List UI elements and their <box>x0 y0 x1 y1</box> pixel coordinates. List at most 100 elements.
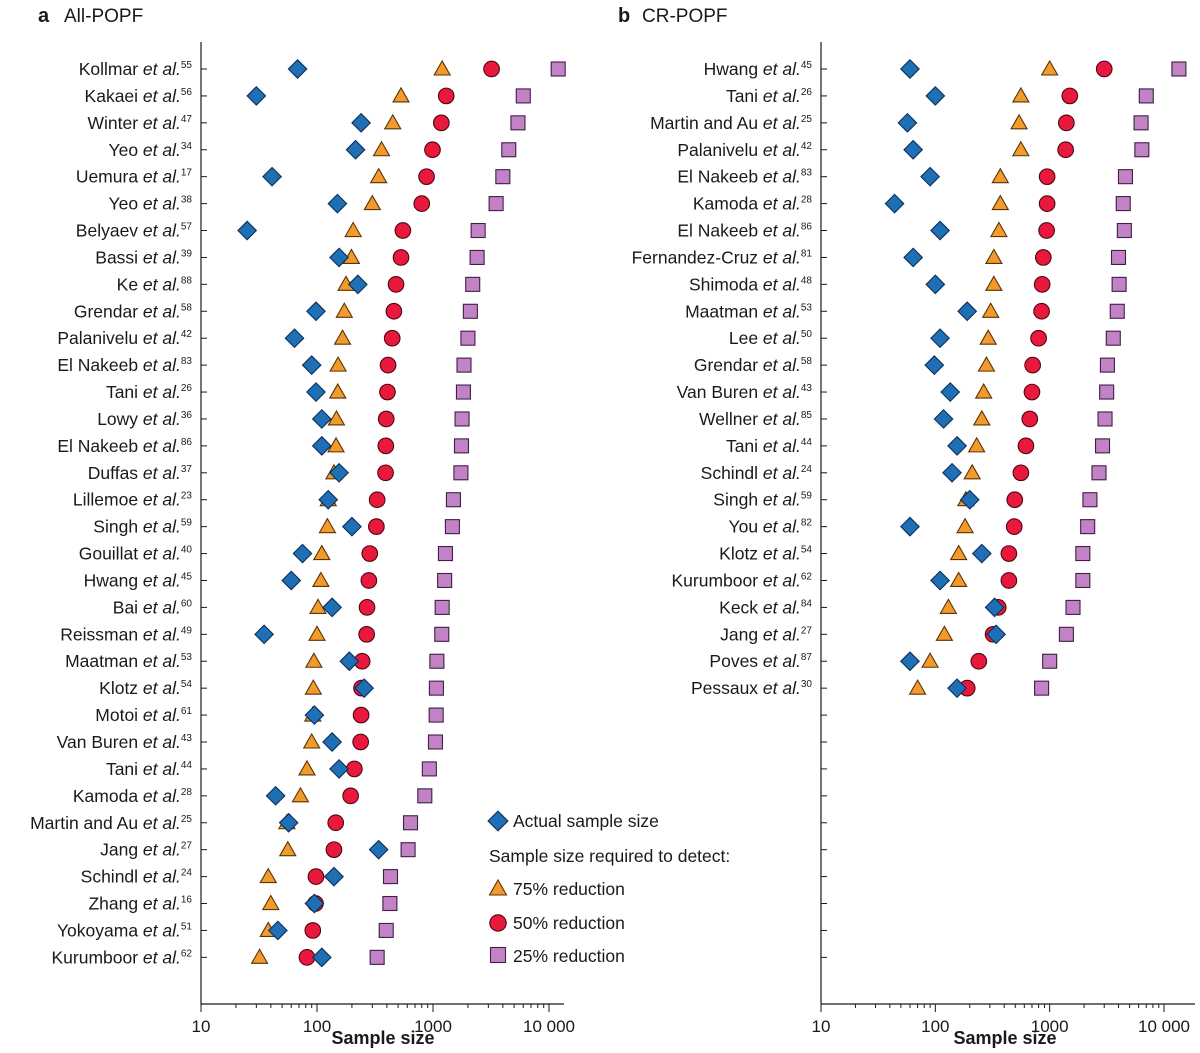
point-actual-sample <box>368 839 389 860</box>
point-25-reduction <box>515 88 531 104</box>
study-label: Yeo et al.34 <box>109 140 193 160</box>
study-label: Palanivelu et al.42 <box>57 328 192 348</box>
point-50-reduction <box>352 733 370 751</box>
study-label: Kakaei et al.56 <box>85 86 193 106</box>
study-label: Van Buren et al.43 <box>677 382 813 402</box>
study-row: Poves et al.87 <box>709 651 1058 671</box>
point-50-reduction <box>379 383 396 401</box>
point-actual-sample <box>903 139 924 160</box>
point-actual-sample <box>942 462 963 483</box>
point-25-reduction <box>1171 61 1187 77</box>
point-50-reduction <box>392 249 410 266</box>
point-actual-sample <box>897 112 918 133</box>
point-50-reduction <box>358 599 376 616</box>
point-75-reduction <box>939 598 958 614</box>
point-75-reduction <box>921 652 940 668</box>
point-actual-sample <box>246 85 267 106</box>
point-50-reduction <box>383 329 401 347</box>
point-25-reduction <box>369 949 385 965</box>
point-75-reduction <box>250 948 269 964</box>
study-row: Tani et al.44 <box>106 759 437 779</box>
point-25-reduction <box>1065 599 1081 615</box>
study-row: Lillemoe et al.23 <box>73 490 461 510</box>
point-25-reduction <box>382 895 398 912</box>
study-label: Kollmar et al.55 <box>79 59 193 79</box>
study-row: Fernandez-Cruz et al.81 <box>632 247 1127 267</box>
legend-25-label: 25% reduction <box>513 946 625 966</box>
point-25-reduction <box>1115 196 1131 212</box>
point-25-reduction <box>1042 653 1058 669</box>
point-50-reduction <box>325 841 343 859</box>
point-25-reduction <box>1034 680 1050 696</box>
study-row: Maatman et al.53 <box>65 651 445 672</box>
study-row: Singh et al.59 <box>713 490 1098 510</box>
point-50-reduction <box>1006 491 1024 509</box>
point-25-reduction <box>1099 384 1115 400</box>
point-25-reduction <box>402 815 419 831</box>
point-actual-sample <box>322 732 343 752</box>
point-actual-sample <box>311 947 332 968</box>
study-label: Fernandez-Cruz et al.81 <box>632 247 813 267</box>
point-actual-sample <box>339 651 360 672</box>
point-75-reduction <box>298 759 316 776</box>
point-75-reduction <box>329 356 348 372</box>
legend-heading: Sample size required to detect: <box>489 846 730 866</box>
point-75-reduction <box>984 275 1003 291</box>
point-25-reduction <box>1116 222 1132 239</box>
legend-50-marker <box>489 914 507 932</box>
point-75-reduction <box>308 625 326 641</box>
study-row: Kurumboor et al.62 <box>671 570 1091 591</box>
study-row: Shimoda et al.48 <box>689 274 1127 294</box>
point-50-reduction <box>1061 87 1079 105</box>
point-actual-sample <box>322 597 343 618</box>
point-50-reduction <box>1038 195 1056 212</box>
point-actual-sample <box>899 516 920 537</box>
point-actual-sample <box>971 543 992 564</box>
study-row: Bai et al.60 <box>113 597 450 618</box>
point-actual-sample <box>940 382 961 403</box>
x-tick-label: 10 000 <box>523 1017 575 1036</box>
point-actual-sample <box>930 570 951 591</box>
study-label: Gouillat et al.40 <box>79 544 193 564</box>
legend-50-label: 50% reduction <box>513 913 625 933</box>
study-row: Tani et al.26 <box>726 86 1154 106</box>
point-25-reduction <box>453 438 470 454</box>
point-75-reduction <box>259 867 278 884</box>
point-50-reduction <box>1030 329 1047 347</box>
point-75-reduction <box>977 356 996 372</box>
point-25-reduction <box>495 169 511 185</box>
point-actual-sample <box>329 247 350 268</box>
point-50-reduction <box>307 868 325 885</box>
point-actual-sample <box>347 274 368 295</box>
study-label: Martin and Au et al.25 <box>30 813 192 833</box>
study-label: Belyaev et al.57 <box>76 221 193 241</box>
study-row: Ke et al.88 <box>117 274 481 295</box>
point-50-reduction <box>432 114 450 132</box>
point-actual-sample <box>304 705 325 726</box>
point-50-reduction <box>483 60 500 78</box>
point-75-reduction <box>302 732 321 749</box>
study-row: El Nakeeb et al.83 <box>677 167 1133 187</box>
study-row: Van Buren et al.43 <box>677 382 1115 403</box>
point-75-reduction <box>318 517 337 534</box>
study-label: Duffas et al.37 <box>88 463 193 483</box>
point-75-reduction <box>989 221 1008 238</box>
point-50-reduction <box>361 545 379 562</box>
study-row: Lee et al.50 <box>729 328 1121 348</box>
point-75-reduction <box>949 571 968 588</box>
study-label: Reissman et al.49 <box>60 624 192 644</box>
point-75-reduction <box>949 544 968 561</box>
point-actual-sample <box>306 382 326 403</box>
point-75-reduction <box>344 221 363 238</box>
point-actual-sample <box>265 785 286 806</box>
point-75-reduction <box>1040 59 1059 76</box>
study-label: Bassi et al.39 <box>95 247 192 267</box>
point-75-reduction <box>984 248 1003 264</box>
point-25-reduction <box>1058 626 1074 642</box>
point-25-reduction <box>1117 169 1133 185</box>
point-25-reduction <box>427 734 444 750</box>
study-row: Kollmar et al.55 <box>79 59 566 79</box>
study-row: Jang et al.27 <box>100 839 416 860</box>
study-row: Winter et al.47 <box>88 113 526 133</box>
point-50-reduction <box>352 706 370 724</box>
